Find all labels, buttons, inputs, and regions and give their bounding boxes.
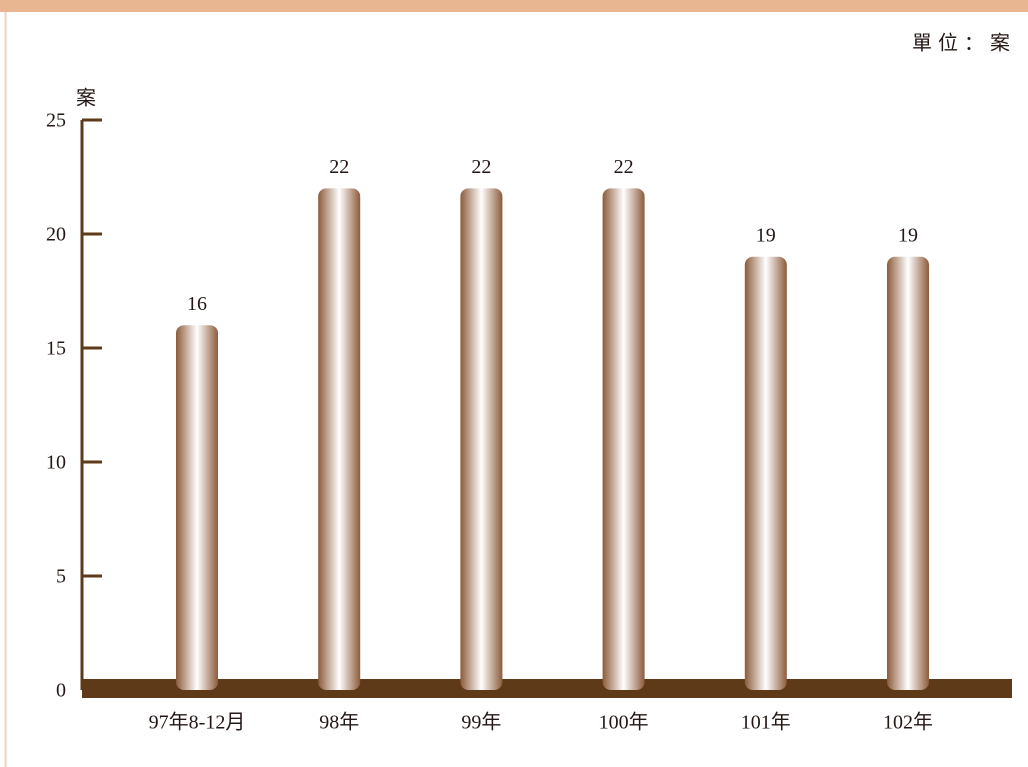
x-tick-label: 102年 <box>883 711 933 734</box>
data-label: 22 <box>329 156 349 178</box>
x-tick-label: 100年 <box>599 711 649 734</box>
y-tick-label: 0 <box>56 680 66 702</box>
y-axis-label: 案 <box>76 87 96 110</box>
y-tick-label: 5 <box>56 566 66 588</box>
x-tick-label: 98年 <box>319 711 359 734</box>
data-label: 22 <box>614 156 634 178</box>
x-tick-label: 97年8-12月 <box>149 711 246 734</box>
bar <box>602 188 645 690</box>
data-label: 22 <box>471 156 491 178</box>
unit-label: 單位：案 <box>912 32 1016 55</box>
y-tick-label: 15 <box>46 338 66 360</box>
y-tick-label: 10 <box>46 452 66 474</box>
bar <box>460 188 503 690</box>
x-tick-label: 99年 <box>461 711 501 734</box>
bar <box>744 256 787 690</box>
bar <box>887 256 929 690</box>
data-label: 16 <box>187 293 207 315</box>
y-tick-label: 20 <box>46 224 66 246</box>
top-band <box>0 0 1028 12</box>
x-tick-label: 101年 <box>741 711 791 734</box>
bar <box>318 188 361 690</box>
data-label: 19 <box>756 224 776 246</box>
data-label: 19 <box>898 224 918 246</box>
y-tick-label: 25 <box>46 110 66 132</box>
bar <box>176 325 218 690</box>
baseline <box>82 679 1012 698</box>
